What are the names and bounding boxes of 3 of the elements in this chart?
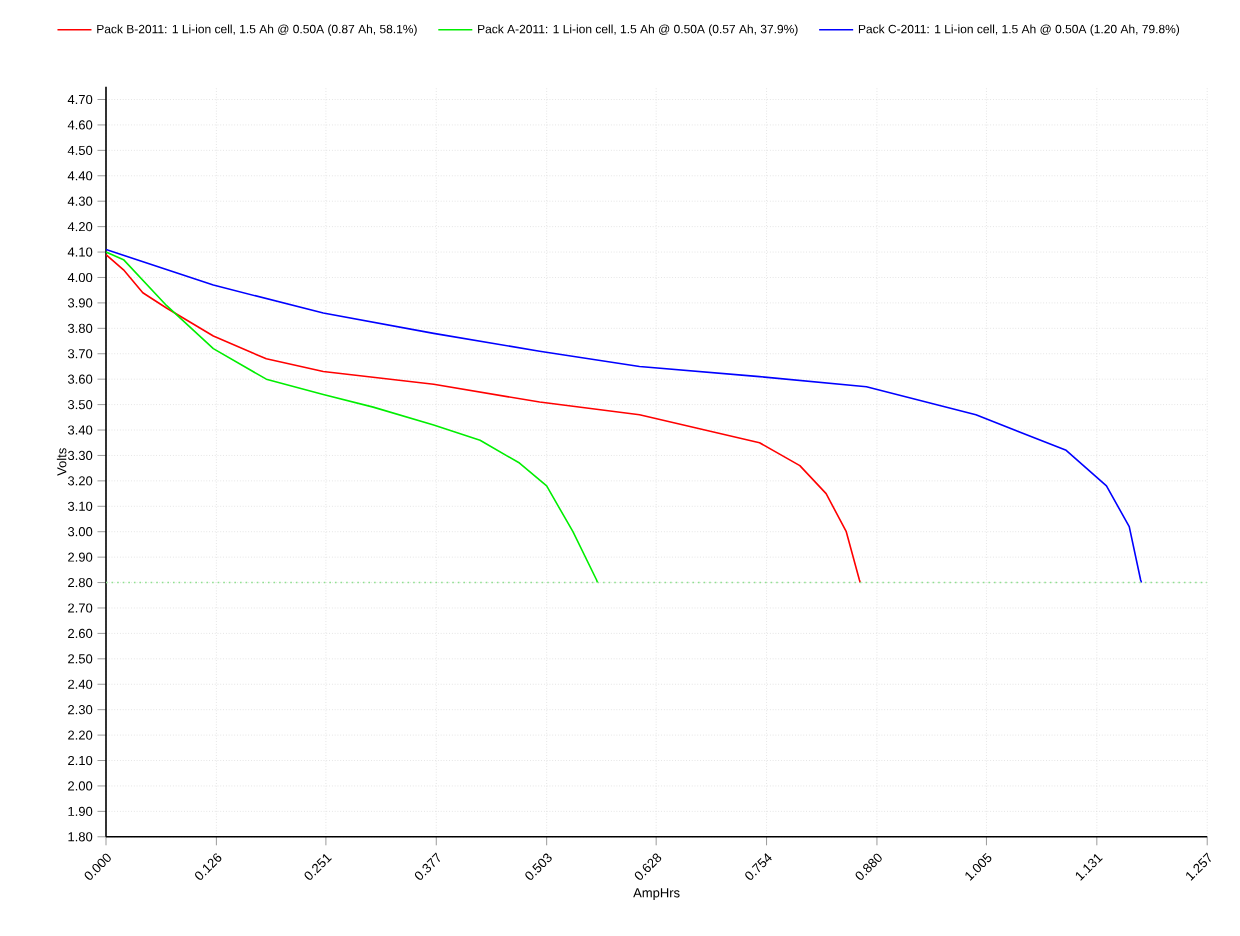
line-series: [106, 253, 862, 584]
line-series: [106, 248, 1143, 584]
line-series: [106, 251, 599, 584]
